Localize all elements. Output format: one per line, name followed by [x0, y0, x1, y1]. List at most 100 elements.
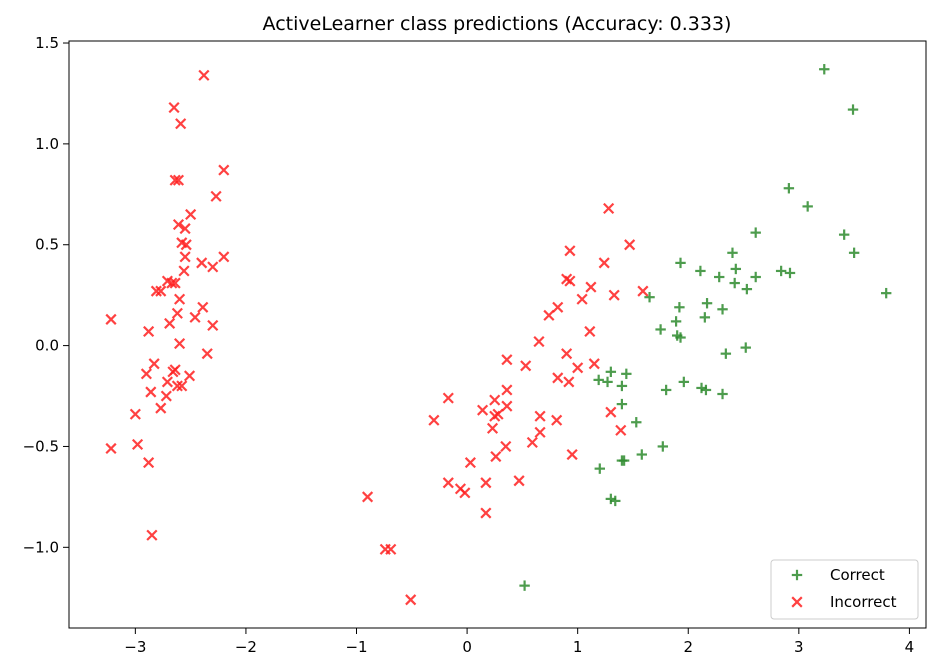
correct-point: [750, 271, 761, 283]
incorrect-point: [442, 392, 454, 404]
incorrect-point: [105, 442, 117, 455]
incorrect-point: [605, 406, 617, 418]
y-tick-label: 0.0: [35, 337, 59, 355]
incorrect-point: [196, 257, 208, 269]
incorrect-point: [476, 404, 489, 416]
incorrect-point: [566, 448, 578, 461]
correct-point: [670, 316, 682, 327]
correct-point: [699, 312, 711, 323]
incorrect-point: [160, 390, 172, 402]
incorrect-point: [180, 239, 192, 251]
correct-point: [657, 441, 669, 452]
correct-point: [610, 495, 621, 507]
y-tick-label: 0.5: [35, 236, 59, 254]
legend-marker-correct-glyph: [791, 569, 803, 581]
incorrect-point: [442, 477, 454, 489]
correct-point: [717, 388, 728, 400]
legend: Correct Incorrect: [770, 559, 919, 620]
incorrect-point: [552, 301, 564, 313]
incorrect-point: [598, 257, 610, 269]
correct-point: [674, 302, 685, 313]
incorrect-point: [155, 402, 167, 414]
incorrect-point: [428, 414, 440, 426]
incorrect-point: [564, 245, 576, 257]
incorrect-point: [576, 293, 588, 305]
incorrect-point: [624, 239, 636, 251]
incorrect-point: [464, 457, 476, 469]
y-tick-label: −1.0: [23, 538, 59, 556]
incorrect-point: [166, 277, 178, 289]
incorrect-point: [207, 261, 219, 273]
incorrect-point: [501, 384, 513, 396]
correct-point: [730, 263, 742, 275]
correct-point: [784, 267, 796, 279]
incorrect-point: [174, 337, 186, 350]
incorrect-point: [161, 376, 173, 388]
incorrect-point: [603, 202, 615, 215]
y-tick-label: −0.5: [23, 437, 59, 455]
x-axis: −3 −2 −1 0 1 2 3 4: [124, 628, 914, 656]
correct-point: [675, 332, 686, 343]
incorrect-point: [459, 487, 471, 499]
incorrect-point: [551, 414, 563, 426]
correct-point: [602, 376, 613, 388]
incorrect-point: [189, 311, 201, 323]
incorrect-point: [185, 208, 197, 221]
x-tick-label: 3: [794, 638, 804, 656]
incorrect-point: [489, 410, 501, 422]
correct-point: [631, 417, 642, 428]
incorrect-point: [179, 223, 191, 235]
incorrect-point: [179, 251, 191, 263]
correct-point: [678, 376, 690, 388]
correct-point: [605, 366, 617, 378]
correct-point: [880, 287, 892, 299]
incorrect-point: [608, 289, 620, 301]
correct-point: [701, 298, 713, 309]
incorrect-point: [405, 594, 417, 606]
correct-point: [660, 384, 672, 396]
y-tick-label: 1.0: [35, 135, 59, 153]
incorrect-point: [178, 265, 190, 277]
incorrect-point: [148, 358, 160, 370]
incorrect-point: [489, 394, 501, 406]
incorrect-point: [169, 277, 181, 289]
incorrect-point: [143, 457, 155, 469]
correct-point: [700, 384, 712, 396]
incorrect-point: [615, 424, 627, 436]
legend-marker-incorrect: [791, 596, 803, 608]
incorrect-point: [172, 218, 185, 231]
incorrect-point: [486, 422, 499, 434]
incorrect-point: [164, 317, 176, 329]
incorrect-point: [145, 386, 157, 398]
incorrect-point: [198, 69, 210, 81]
x-tick-label: −3: [124, 638, 146, 656]
correct-point: [618, 455, 630, 466]
incorrect-point: [129, 408, 141, 420]
legend-box: [770, 559, 919, 620]
correct-point: [519, 580, 530, 591]
incorrect-point: [501, 354, 513, 366]
correct-point: [847, 104, 859, 115]
incorrect-point: [197, 301, 209, 313]
incorrect-point: [552, 372, 564, 384]
incorrect-point: [140, 368, 152, 380]
incorrect-point: [584, 325, 596, 338]
incorrect-point: [637, 285, 649, 297]
x-tick-label: 4: [905, 638, 915, 656]
plot-area: [69, 41, 926, 628]
incorrect-point: [501, 400, 513, 412]
incorrect-point: [563, 376, 575, 388]
incorrect-point: [169, 174, 181, 186]
incorrect-point: [218, 164, 230, 176]
correct-point: [783, 183, 795, 194]
legend-label-incorrect: Incorrect: [830, 593, 897, 611]
correct-point: [775, 265, 787, 277]
x-tick-label: −2: [235, 638, 257, 656]
incorrect-point: [172, 174, 185, 186]
incorrect-point: [171, 307, 183, 319]
x-tick-label: 0: [462, 638, 472, 656]
incorrect-point: [207, 319, 219, 332]
points-layer: [105, 64, 892, 606]
incorrect-point: [588, 358, 600, 370]
